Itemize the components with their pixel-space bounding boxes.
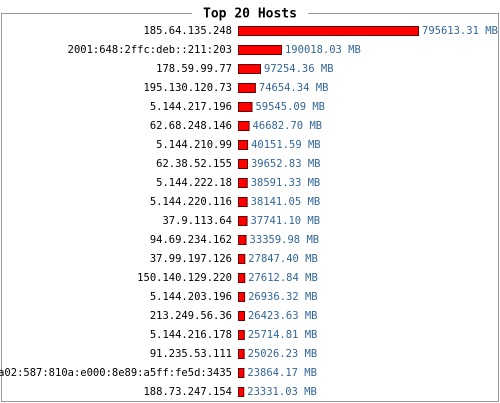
value-label: 97254.36 MB — [264, 63, 334, 75]
value-label: 38591.33 MB — [251, 177, 321, 189]
value-label: 25714.81 MB — [248, 329, 318, 341]
value-label: 38141.05 MB — [251, 196, 321, 208]
value-label: 27847.40 MB — [248, 253, 318, 265]
value-label: 27612.84 MB — [248, 272, 318, 284]
value-label: 190018.03 MB — [285, 44, 361, 56]
bar — [238, 197, 248, 207]
value-label: 39652.83 MB — [251, 158, 321, 170]
category-label: 213.249.56.36 — [150, 310, 232, 322]
category-label: 195.130.120.73 — [143, 82, 232, 94]
category-label: 178.59.99.77 — [156, 63, 232, 75]
category-label: 2001:648:2ffc:deb::211:203 — [68, 44, 232, 56]
bar — [238, 216, 248, 226]
bar — [238, 45, 282, 55]
bar — [238, 330, 245, 340]
value-label: 33359.98 MB — [250, 234, 320, 246]
bar — [238, 368, 245, 378]
value-label: 23864.17 MB — [247, 367, 317, 379]
category-label: 185.64.135.248 — [143, 25, 232, 37]
category-label: 5.144.216.178 — [150, 329, 232, 341]
title-backdrop — [192, 5, 308, 21]
bar — [238, 140, 249, 150]
bar — [238, 121, 250, 131]
category-label: 62.68.248.146 — [150, 120, 232, 132]
bar — [238, 26, 419, 36]
value-label: 26936.32 MB — [248, 291, 318, 303]
category-label: 5.144.203.196 — [150, 291, 232, 303]
category-label: 5.144.217.196 — [150, 101, 232, 113]
value-label: 23331.03 MB — [247, 386, 317, 398]
category-label: 5.144.222.18 — [156, 177, 232, 189]
bar — [238, 102, 253, 112]
value-label: 37741.10 MB — [251, 215, 321, 227]
value-label: 25026.23 MB — [248, 348, 318, 360]
category-label: 91.235.53.111 — [150, 348, 232, 360]
category-label: 2a02:587:810a:e000:8e89:a5ff:fe5d:3435 — [0, 367, 232, 379]
bar — [238, 311, 245, 321]
value-label: 795613.31 MB — [422, 25, 498, 37]
category-label: 62.38.52.155 — [156, 158, 232, 170]
bar — [238, 254, 246, 264]
category-label: 5.144.210.99 — [156, 139, 232, 151]
bar — [238, 159, 248, 169]
bar — [238, 64, 262, 74]
category-label: 94.69.234.162 — [150, 234, 232, 246]
bar — [238, 349, 245, 359]
value-label: 40151.59 MB — [251, 139, 321, 151]
value-label: 74654.34 MB — [259, 82, 329, 94]
value-label: 26423.63 MB — [248, 310, 318, 322]
value-label: 46682.70 MB — [253, 120, 323, 132]
chart-title: Top 20 Hosts — [203, 7, 297, 22]
category-label: 188.73.247.154 — [143, 386, 232, 398]
bar — [238, 387, 245, 397]
bar — [238, 292, 246, 302]
category-label: 37.99.197.126 — [150, 253, 232, 265]
bar — [238, 235, 247, 245]
category-label: 150.140.129.220 — [137, 272, 232, 284]
category-label: 37.9.113.64 — [162, 215, 232, 227]
bar — [238, 273, 246, 283]
category-label: 5.144.220.116 — [150, 196, 232, 208]
bar — [238, 178, 248, 188]
bar — [238, 83, 256, 93]
value-label: 59545.09 MB — [255, 101, 325, 113]
